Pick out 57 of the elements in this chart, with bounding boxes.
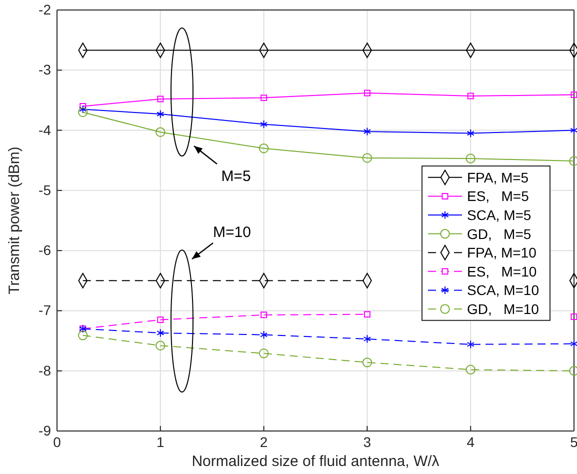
legend-label: SCA, M=10 [467,282,540,298]
x-axis-title: Normalized size of fluid antenna, W/λ [192,453,440,470]
point [362,153,372,163]
point [467,92,474,100]
annotation: M=5 [221,168,251,185]
x-tick-label: 2 [260,434,268,450]
y-tick-label: -2 [38,1,52,18]
point [157,316,164,323]
point [78,107,88,118]
point [258,143,269,154]
legend-label: FPA, M=5 [467,169,529,186]
point [466,340,474,349]
y-tick-label: -3 [38,62,52,78]
x-tick-label: 3 [363,434,372,450]
y-tick-label: -4 [38,122,52,138]
point [260,312,268,318]
point [466,129,474,138]
y-tick-label: -5 [38,182,52,198]
y-tick-label: -9 [38,422,52,438]
point [156,110,164,118]
point [156,328,164,338]
point [466,364,476,375]
point [570,126,577,135]
point [363,334,371,344]
y-tick-label: -7 [38,302,52,318]
point [78,330,88,340]
annotation: M=10 [213,224,251,241]
point [362,358,372,368]
point [80,102,86,110]
legend-label: ES, M=10 [467,263,537,280]
legend-label: ES, M=5 [467,188,530,204]
point [156,340,166,350]
y-axis-title: Transmit power (dBm) [6,146,23,294]
point [258,348,269,358]
point [260,330,268,340]
point [570,340,577,348]
point [364,311,370,318]
point [260,94,268,102]
x-tick-label: 1 [156,434,164,450]
x-tick-label: 5 [570,434,577,450]
point [466,154,476,164]
point [363,127,371,136]
legend-label: FPA, M=10 [467,244,537,261]
point [156,127,166,137]
x-tick-label: 4 [466,434,475,450]
legend-label: GD, M=10 [467,301,540,317]
point [157,96,164,102]
legend-label: GD, M=5 [467,226,532,242]
legend-label: SCA, M=5 [467,207,532,223]
point [364,90,370,96]
point [260,120,268,129]
point [570,92,577,98]
point [570,313,577,320]
point [79,104,87,114]
y-tick-label: -6 [38,242,52,258]
x-tick-label: 0 [53,434,62,450]
y-tick-label: -8 [38,362,52,378]
